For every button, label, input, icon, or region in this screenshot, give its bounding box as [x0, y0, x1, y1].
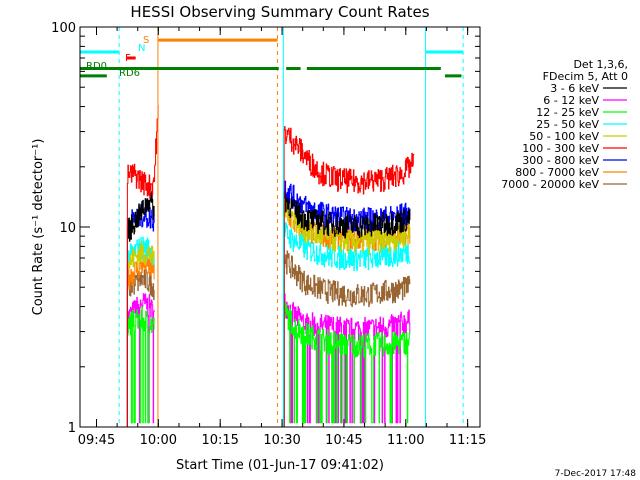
- footer-date: 7-Dec-2017 17:48: [555, 469, 637, 479]
- y-axis: 1 10 100: [51, 21, 480, 436]
- x-axis: 09:45 10:00 10:15 10:30 10:45 11:00 11:15: [78, 27, 486, 448]
- legend-entry-label-4: 50 - 100 keV: [529, 130, 599, 143]
- flag-label-f: F: [125, 53, 131, 64]
- y-tick-label-2: 100: [51, 21, 76, 36]
- legend-header-line-1: FDecim 5, Att 0: [543, 70, 628, 83]
- plot-area: [80, 27, 464, 427]
- legend-entry-label-5: 100 - 300 keV: [522, 142, 599, 155]
- x-tick-label-0: 09:45: [78, 433, 115, 448]
- series-line-5-segment-0: [126, 105, 159, 427]
- y-tick-label-1: 10: [59, 221, 76, 236]
- y-axis-label: Count Rate (s⁻¹ detector⁻¹): [31, 139, 46, 316]
- legend-entry-label-0: 3 - 6 keV: [550, 82, 599, 95]
- legend-entry-label-6: 300 - 800 keV: [522, 154, 599, 167]
- flag-label-s: S: [143, 35, 149, 46]
- x-tick-label-3: 10:30: [263, 433, 300, 448]
- series-line-0-segment-1: [283, 191, 411, 427]
- flag-label-n: N: [138, 43, 145, 54]
- chart-title: HESSI Observing Summary Count Rates: [130, 3, 429, 21]
- legend-entry-label-7: 800 - 7000 keV: [515, 166, 599, 179]
- legend-entry-label-2: 12 - 25 keV: [536, 106, 599, 119]
- x-tick-label-2: 10:15: [201, 433, 238, 448]
- x-tick-label-6: 11:15: [449, 433, 486, 448]
- series-line-4-segment-0: [126, 241, 155, 427]
- series-line-8-segment-1: [283, 250, 411, 427]
- x-axis-label: Start Time (01-Jun-17 09:41:02): [176, 458, 384, 473]
- series-line-2-segment-1: [283, 302, 411, 427]
- x-tick-label-5: 11:00: [387, 433, 424, 448]
- legend-entry-label-1: 6 - 12 keV: [543, 94, 599, 107]
- series-line-5-segment-1: [283, 126, 415, 427]
- series-line-0-segment-0: [126, 191, 155, 427]
- series-line-2-segment-0: [126, 306, 155, 427]
- flag-label-rd0: RD0: [86, 61, 107, 72]
- x-tick-label-4: 10:45: [325, 433, 362, 448]
- legend-header-line-0: Det 1,3,6,: [573, 58, 628, 71]
- series-line-1-segment-1: [283, 293, 411, 427]
- series-line-3-segment-1: [283, 222, 411, 427]
- flag-label-rd6: RD6: [119, 68, 140, 79]
- legend-entry-label-8: 7000 - 20000 keV: [501, 178, 599, 191]
- legend-entry-label-3: 25 - 50 keV: [536, 118, 599, 131]
- y-tick-label-0: 1: [68, 421, 76, 436]
- x-tick-label-1: 10:00: [140, 433, 177, 448]
